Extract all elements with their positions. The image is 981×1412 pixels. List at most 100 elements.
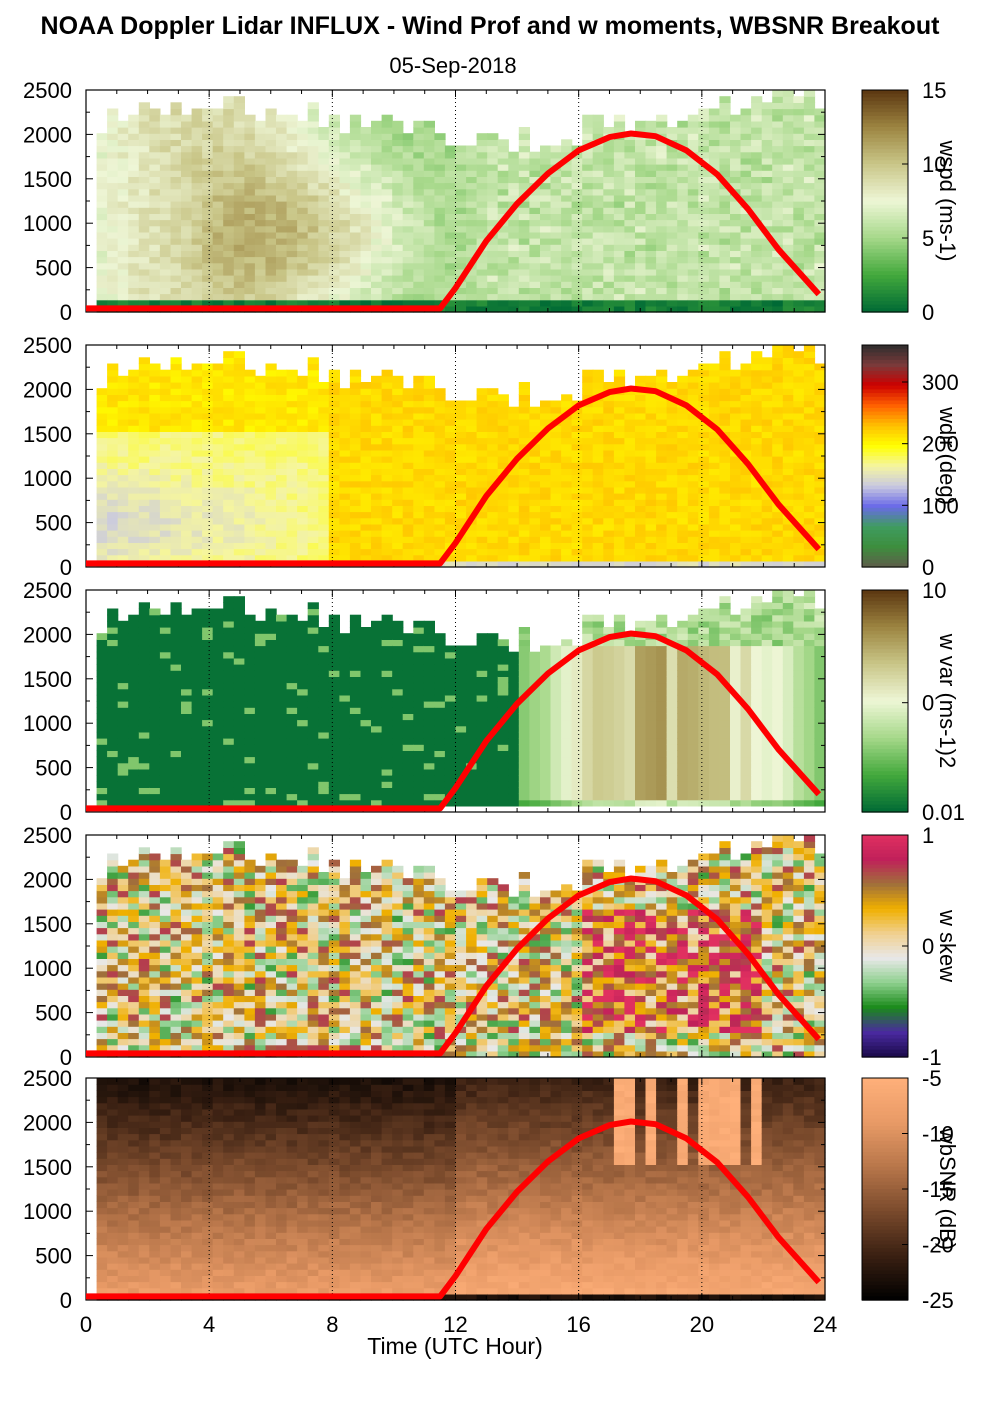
heatmap-cell <box>571 505 583 513</box>
heatmap-cell <box>339 219 351 227</box>
heatmap-cell <box>592 188 604 196</box>
heatmap-cell <box>349 231 362 239</box>
heatmap-cell <box>381 437 393 445</box>
heatmap-cell <box>772 262 784 270</box>
heatmap-cell <box>434 299 446 307</box>
heatmap-cell <box>487 139 499 147</box>
heatmap-cell <box>814 139 826 147</box>
heatmap-cell <box>466 188 478 196</box>
heatmap-cell <box>698 449 710 457</box>
heatmap-cell <box>772 505 784 513</box>
heatmap-cell <box>793 468 805 476</box>
heatmap-cell <box>254 256 267 264</box>
heatmap-cell <box>518 127 530 134</box>
heatmap-cell <box>571 244 583 251</box>
heatmap-cell <box>138 268 150 276</box>
heatmap-cell <box>550 287 562 295</box>
heatmap-cell <box>719 157 731 165</box>
heatmap-cell <box>687 462 699 469</box>
heatmap-cell <box>107 244 119 251</box>
colorbar-segment <box>862 245 908 250</box>
colorbar-segment <box>862 396 908 402</box>
heatmap-cell <box>603 474 615 482</box>
heatmap-cell <box>761 548 773 556</box>
heatmap-cell <box>487 462 499 469</box>
heatmap-cell <box>381 231 393 239</box>
heatmap-cell <box>339 425 351 432</box>
heatmap-cell <box>677 275 689 282</box>
heatmap-cell <box>540 419 552 426</box>
heatmap-cell <box>170 151 182 159</box>
heatmap-cell <box>328 127 340 134</box>
heatmap-cell <box>761 188 773 196</box>
heatmap-cell <box>223 108 235 116</box>
heatmap-cell <box>276 554 288 562</box>
heatmap-cell <box>740 468 752 476</box>
heatmap-cell <box>613 419 626 426</box>
heatmap-cell <box>191 244 203 251</box>
heatmap-cell <box>128 299 140 307</box>
heatmap-cell <box>571 480 583 488</box>
heatmap-cell <box>582 250 594 258</box>
heatmap-cell <box>212 375 224 383</box>
heatmap-cell <box>708 244 721 251</box>
heatmap-cell <box>677 281 689 288</box>
heatmap-cell <box>223 357 235 365</box>
heatmap-cell <box>392 281 404 288</box>
heatmap-cell <box>117 707 129 714</box>
heatmap-cell <box>571 499 583 506</box>
heatmap-cell <box>497 151 509 159</box>
heatmap-cell <box>138 694 150 702</box>
heatmap-cell <box>518 157 530 165</box>
heatmap-cell <box>582 425 594 432</box>
heatmap-cell <box>276 493 288 500</box>
heatmap-cell <box>444 268 457 276</box>
heatmap-cell <box>138 731 150 739</box>
heatmap-cell <box>138 412 150 420</box>
heatmap-cell <box>751 151 763 159</box>
heatmap-cell <box>170 145 182 153</box>
heatmap-cell <box>191 676 203 684</box>
heatmap-cell <box>518 480 530 488</box>
heatmap-cell <box>635 480 647 488</box>
colorbar-segment <box>862 404 908 409</box>
heatmap-cell <box>782 412 794 420</box>
heatmap-cell <box>730 281 742 288</box>
heatmap-cell <box>212 201 224 208</box>
heatmap-cell <box>592 164 604 171</box>
heatmap-cell <box>719 299 731 307</box>
heatmap-cell <box>96 499 108 506</box>
heatmap-cell <box>582 511 594 519</box>
heatmap-cell <box>592 213 604 221</box>
heatmap-cell <box>730 456 742 463</box>
heatmap-cell <box>128 548 140 556</box>
heatmap-cell <box>307 164 319 171</box>
heatmap-cell <box>297 250 309 258</box>
heatmap-cell <box>645 548 657 556</box>
heatmap-cell <box>571 542 583 550</box>
heatmap-cell <box>371 394 383 402</box>
heatmap-cell <box>202 164 214 171</box>
heatmap-cell <box>803 188 816 196</box>
heatmap-cell <box>423 431 435 439</box>
heatmap-cell <box>371 164 383 171</box>
heatmap-cell <box>107 756 119 764</box>
heatmap-cell <box>297 542 309 550</box>
heatmap-cell <box>318 139 330 147</box>
heatmap-cell <box>254 170 267 177</box>
heatmap-cell <box>339 511 351 519</box>
heatmap-cell <box>740 133 752 140</box>
heatmap-cell <box>508 219 520 227</box>
heatmap-cell <box>624 157 636 165</box>
heatmap-cell <box>170 281 182 288</box>
heatmap-cell <box>624 419 636 426</box>
heatmap-cell <box>107 363 119 371</box>
heatmap-cell <box>793 250 805 258</box>
heatmap-cell <box>297 400 309 408</box>
heatmap-cell <box>254 493 267 500</box>
heatmap-cell <box>318 505 330 513</box>
heatmap-cell <box>434 493 446 500</box>
heatmap-cell <box>107 614 119 622</box>
heatmap-cell <box>803 238 816 245</box>
heatmap-cell <box>413 437 425 445</box>
